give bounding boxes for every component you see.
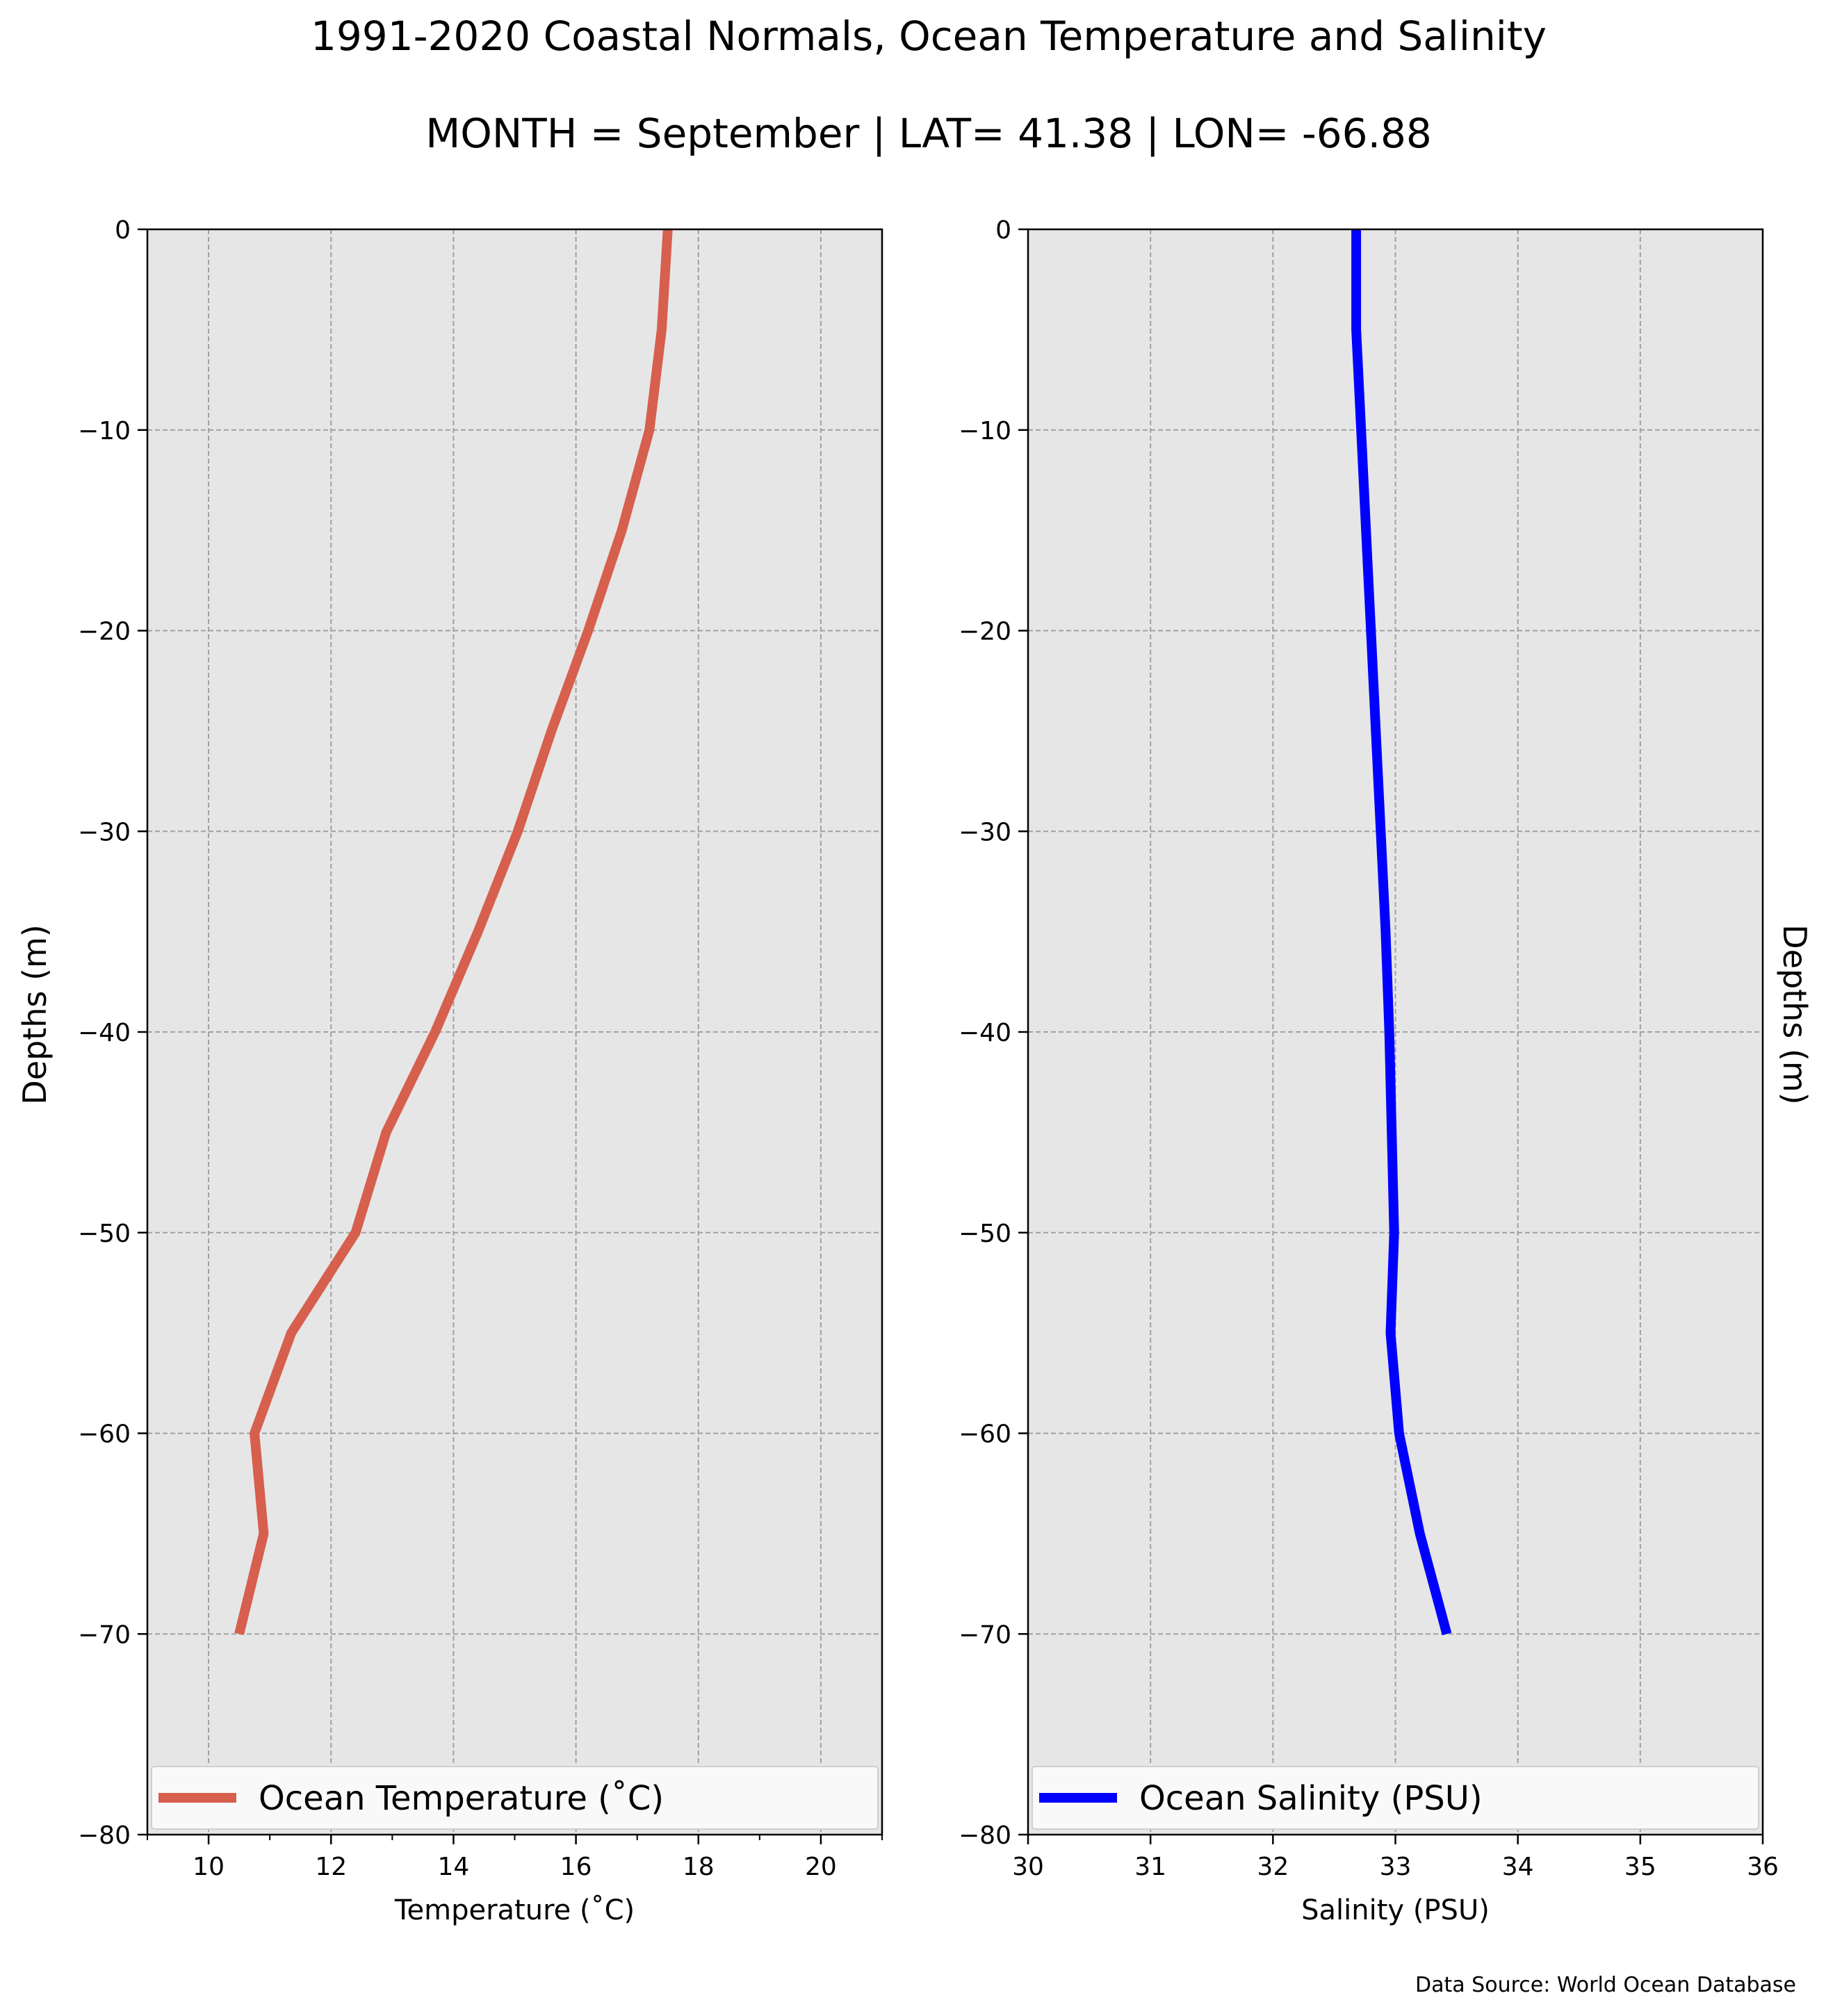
temperature-y-tick-label: −50 (78, 1220, 131, 1248)
salinity-legend: Ocean Salinity (PSU) (1032, 1766, 1759, 1830)
temperature-y-tick-label: −60 (78, 1420, 131, 1449)
salinity-x-tick-label: 31 (1134, 1853, 1166, 1881)
salinity-y-tick-label: −60 (959, 1420, 1011, 1449)
temperature-y-tick-label: −20 (78, 618, 131, 646)
temperature-y-tick-label: −40 (78, 1019, 131, 1047)
salinity-y-tick-label: −30 (959, 818, 1011, 846)
temperature-x-tick-label: 20 (805, 1853, 837, 1881)
salinity-series-line (1351, 229, 1452, 1636)
figure-subtitle: MONTH = September | LAT= 41.38 | LON= -6… (425, 110, 1432, 157)
temperature-x-tick-label: 10 (193, 1853, 225, 1881)
salinity-y-tick-label: −50 (959, 1220, 1011, 1248)
temperature-x-tick-label: 16 (560, 1853, 592, 1881)
data-source-note: Data Source: World Ocean Database (1415, 1973, 1796, 1997)
salinity-x-tick-label: 34 (1502, 1853, 1534, 1881)
right-depth-axis-label: Depths (m) (1776, 924, 1814, 1104)
temperature-legend-box (151, 1766, 879, 1830)
salinity-panel: Ocean Salinity (PSU) 0 −10 −20 −30 −40 −50 −60 −… (959, 216, 1779, 1926)
salinity-x-tick-label: 35 (1624, 1853, 1656, 1881)
temperature-legend: Ocean Temperature (˚C) (151, 1766, 879, 1830)
salinity-y-tick-label: −10 (959, 417, 1011, 445)
salinity-y-tick-label: −70 (959, 1621, 1011, 1649)
salinity-legend-label: Ocean Salinity (PSU) (1139, 1779, 1483, 1818)
figure-title: 1991-2020 Coastal Normals, Ocean Tempera… (311, 13, 1547, 60)
temperature-y-tick-label: −70 (78, 1621, 131, 1649)
salinity-legend-box (1032, 1766, 1759, 1830)
temperature-legend-label: Ocean Temperature (˚C) (259, 1779, 664, 1818)
salinity-y-tick-label: −20 (959, 618, 1011, 646)
temperature-x-axis-label: Temperature (˚C) (394, 1894, 635, 1926)
temperature-y-tick-label: 0 (115, 216, 131, 245)
salinity-x-axis-label: Salinity (PSU) (1301, 1894, 1490, 1926)
temperature-y-tick-label: −80 (78, 1821, 131, 1850)
temperature-panel: Ocean Temperature (˚C) 0 −10 −20 −30 −40 −50 −6… (78, 216, 883, 1926)
salinity-x-tick-label: 30 (1012, 1853, 1044, 1881)
temperature-y-tick-label: −10 (78, 417, 131, 445)
temperature-x-tick-label: 12 (315, 1853, 347, 1881)
temperature-x-tick-label: 18 (683, 1853, 715, 1881)
salinity-x-tick-label: 33 (1380, 1853, 1412, 1881)
salinity-y-tick-label: −80 (959, 1821, 1011, 1850)
salinity-x-tick-label: 32 (1257, 1853, 1289, 1881)
left-depth-axis-label: Depths (m) (16, 924, 54, 1104)
salinity-y-tick-label: 0 (995, 216, 1011, 245)
salinity-x-tick-label: 36 (1747, 1853, 1779, 1881)
temperature-x-tick-label: 14 (438, 1853, 470, 1881)
salinity-y-tick-label: −40 (959, 1019, 1011, 1047)
temperature-series-line (234, 229, 673, 1635)
temperature-y-tick-label: −30 (78, 818, 131, 846)
